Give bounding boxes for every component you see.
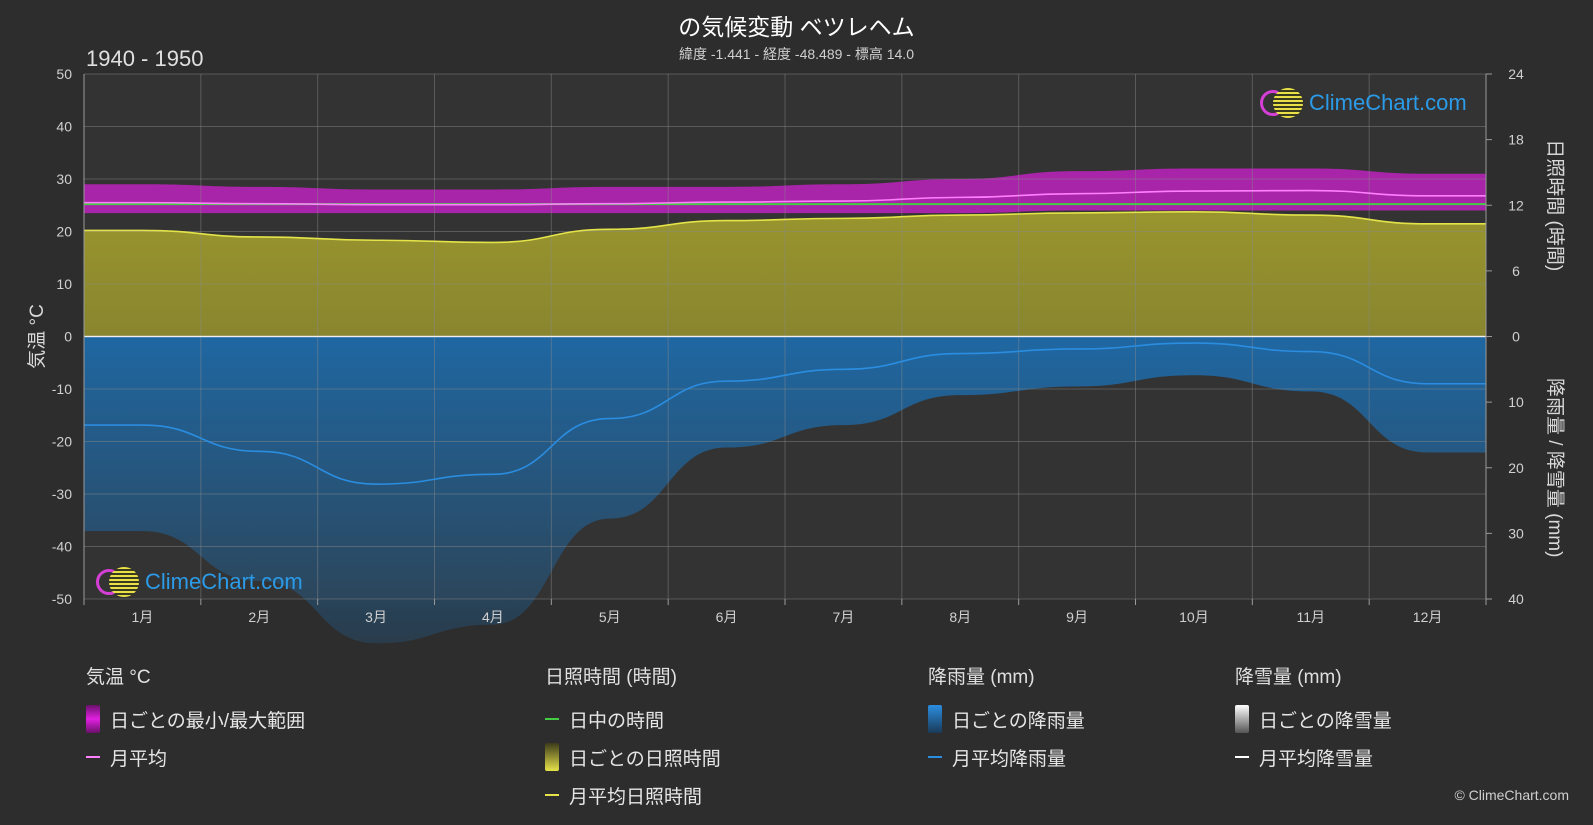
logo-sun-icon: [1273, 88, 1303, 118]
legend-snow: 降雪量 (mm) 日ごとの降雪量 月平均降雪量: [1235, 662, 1392, 776]
rain-area: [84, 336, 1486, 644]
line-swatch-icon: [545, 718, 559, 720]
temperature-mean-line: [83, 189, 1486, 206]
legend-sunshine: 日照時間 (時間) 日中の時間 日ごとの日照時間 月平均日照時間: [545, 662, 721, 814]
month-label: 12月: [1413, 609, 1443, 625]
legend-label: 月平均降雨量: [952, 748, 1067, 770]
right-bottom-axis-title: 降雨量 / 降雪量 (mm): [1544, 378, 1566, 557]
rain-mean-line: [84, 342, 1486, 485]
line-swatch-icon: [545, 794, 559, 796]
legend-label: 月平均日照時間: [569, 786, 703, 808]
left-axis-title: 気温 °C: [26, 304, 48, 369]
logo-sun-icon: [109, 567, 139, 597]
left-tick-label: 20: [56, 224, 72, 240]
left-tick-label: -10: [52, 381, 72, 397]
chart-subtitle: 緯度 -1.441 - 経度 -48.489 - 標高 14.0: [679, 46, 914, 62]
legend-title: 日照時間 (時間): [545, 667, 677, 688]
legend-rain: 降雨量 (mm) 日ごとの降雨量 月平均降雨量: [928, 662, 1085, 776]
legend-item: 日中の時間: [545, 700, 721, 738]
left-tick-label: 0: [64, 329, 72, 345]
legend-item: 日ごとの最小/最大範囲: [86, 700, 305, 738]
right-top-tick-label: 12: [1508, 197, 1524, 213]
legend-item: 日ごとの降雨量: [928, 700, 1085, 738]
left-tick-label: -50: [52, 591, 72, 607]
month-label: 2月: [248, 609, 270, 625]
legend-temperature: 気温 °C 日ごとの最小/最大範囲 月平均: [86, 662, 305, 776]
right-top-tick-label: 0: [1512, 329, 1520, 345]
month-label: 4月: [482, 609, 504, 625]
right-bottom-tick-label: 30: [1508, 525, 1524, 541]
legend-title: 降雨量 (mm): [928, 667, 1035, 688]
temperature-range-band: [84, 168, 1486, 214]
left-tick-label: -40: [52, 539, 72, 555]
month-label: 10月: [1179, 609, 1209, 625]
period-label: 1940 - 1950: [86, 46, 204, 71]
right-bottom-tick-label: 40: [1508, 591, 1524, 607]
month-label: 9月: [1066, 609, 1088, 625]
month-label: 8月: [949, 609, 971, 625]
logo-bottom[interactable]: ClimeChart.com: [96, 567, 303, 597]
legend-item: 日ごとの日照時間: [545, 738, 721, 776]
legend-label: 日ごとの降雨量: [952, 710, 1085, 732]
line-swatch-icon: [1235, 756, 1249, 758]
sunshine-area: [84, 211, 1486, 337]
right-top-tick-label: 18: [1508, 132, 1524, 148]
left-tick-label: 50: [56, 66, 72, 82]
month-label: 3月: [365, 609, 387, 625]
legend-item: 月平均: [86, 738, 305, 776]
range-swatch-icon: [86, 705, 100, 733]
legend-title: 降雪量 (mm): [1235, 667, 1342, 688]
copyright: © ClimeChart.com: [1454, 787, 1569, 803]
right-top-tick-label: 24: [1508, 66, 1524, 82]
right-top-axis-title: 日照時間 (時間): [1544, 139, 1566, 271]
snow-swatch-icon: [1235, 705, 1249, 733]
left-tick-label: 40: [56, 119, 72, 135]
left-tick-label: -20: [52, 434, 72, 450]
month-label: 5月: [599, 609, 621, 625]
logo-text: ClimeChart.com: [145, 569, 303, 594]
logo-text: ClimeChart.com: [1309, 90, 1467, 115]
legend-label: 日ごとの日照時間: [569, 748, 721, 770]
left-tick-label: 10: [56, 276, 72, 292]
legend-label: 日ごとの降雪量: [1259, 710, 1392, 732]
right-bottom-tick-label: 20: [1508, 460, 1524, 476]
legend-label: 日中の時間: [569, 710, 665, 732]
sunshine-mean-line: [84, 211, 1486, 244]
legend-item: 月平均降雨量: [928, 738, 1085, 776]
legend-label: 月平均: [110, 748, 168, 770]
line-swatch-icon: [928, 756, 942, 758]
month-label: 1月: [132, 609, 154, 625]
month-label: 11月: [1296, 609, 1325, 625]
month-label: 7月: [833, 609, 855, 625]
legend-item: 日ごとの降雪量: [1235, 700, 1392, 738]
legend-label: 月平均降雪量: [1259, 748, 1374, 770]
left-tick-label: 30: [56, 171, 72, 187]
chart-title: の気候変動 ベツレヘム: [678, 14, 915, 40]
legend-title: 気温 °C: [86, 667, 151, 688]
rain-swatch-icon: [928, 705, 942, 733]
right-top-tick-label: 6: [1512, 263, 1520, 279]
legend-label: 日ごとの最小/最大範囲: [110, 710, 306, 732]
right-bottom-tick-label: 10: [1508, 394, 1524, 410]
sunshine-swatch-icon: [545, 743, 559, 771]
left-tick-label: -30: [52, 486, 72, 502]
logo-top[interactable]: ClimeChart.com: [1260, 88, 1467, 118]
legend-item: 月平均日照時間: [545, 776, 721, 814]
legend-item: 月平均降雪量: [1235, 738, 1392, 776]
line-swatch-icon: [86, 756, 100, 758]
month-label: 6月: [716, 609, 738, 625]
